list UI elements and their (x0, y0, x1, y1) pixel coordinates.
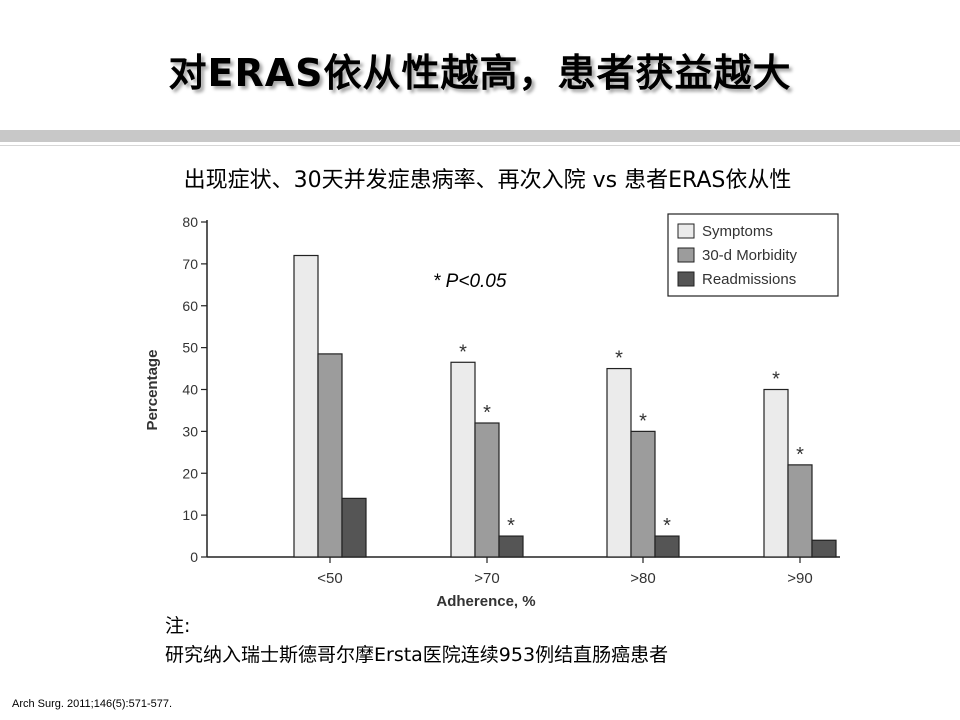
x-tick-label: >70 (474, 570, 499, 587)
significance-marker: * (459, 341, 467, 363)
chart-subtitle: 出现症状、30天并发症患病率、再次入院 vs 患者ERAS依从性 (183, 168, 792, 193)
y-tick-label: 60 (182, 298, 198, 314)
legend-box (667, 213, 839, 297)
x-tick-label: <50 (317, 570, 342, 587)
bar-30-d-morbidity (787, 464, 813, 558)
title-divider (0, 130, 960, 142)
note-text: 研究纳入瑞士斯德哥尔摩Ersta医院连续953例结直肠癌患者 (165, 644, 669, 666)
legend-label: 30-d Morbidity (702, 247, 798, 264)
y-tick-label: 70 (182, 256, 198, 272)
significance-marker: * (615, 348, 623, 370)
x-axis-label: Adherence, % (436, 593, 535, 610)
y-tick-label: 0 (190, 549, 198, 565)
note-label: 注: (165, 615, 191, 637)
significance-marker: * (507, 515, 515, 537)
bar-readmissions (498, 535, 524, 558)
y-tick-label: 10 (182, 507, 198, 523)
significance-marker: * (639, 410, 647, 432)
bar-symptoms (606, 367, 632, 558)
y-tick-label: 80 (182, 214, 198, 230)
bar-symptoms (763, 388, 789, 558)
bar-30-d-morbidity (474, 422, 500, 558)
y-tick-label: 20 (182, 465, 198, 481)
legend-swatch (677, 223, 695, 239)
y-axis-label: Percentage (144, 350, 161, 431)
title-divider-thin (0, 145, 960, 146)
bar-readmissions (654, 535, 680, 558)
bar-symptoms (293, 254, 319, 558)
significance-marker: * (663, 515, 671, 537)
significance-marker: * (483, 402, 491, 424)
bar-30-d-morbidity (630, 430, 656, 558)
bar-readmissions (341, 497, 367, 558)
slide-title: 对ERAS依从性越高，患者获益越大 (168, 51, 792, 95)
legend-swatch (677, 271, 695, 287)
chart-labels: 0 10 20 30 40 50 60 70 80 Percentage <50 >70 * * * >80 *… (144, 214, 813, 610)
significance-annotation: * P<0.05 (433, 271, 507, 292)
y-tick-label: 50 (182, 340, 198, 356)
x-tick-label: >90 (787, 570, 812, 587)
legend-label: Readmissions (702, 271, 796, 288)
significance-marker: * (796, 444, 804, 466)
significance-marker: * (772, 369, 780, 391)
legend-swatch (677, 247, 695, 263)
legend-label: Symptoms (702, 223, 773, 240)
bar-readmissions (811, 539, 837, 558)
y-tick-label: 30 (182, 423, 198, 439)
bar-30-d-morbidity (317, 353, 343, 558)
y-tick-label: 40 (182, 382, 198, 398)
chart-legend: Symptoms 30-d Morbidity Readmissions (667, 213, 839, 297)
bar-symptoms (450, 361, 476, 558)
citation: Arch Surg. 2011;146(5):571-577. (12, 698, 173, 710)
chart-bars (293, 254, 837, 558)
x-tick-label: >80 (630, 570, 655, 587)
study-note: 注: 研究纳入瑞士斯德哥尔摩Ersta医院连续953例结直肠癌患者 (165, 612, 668, 670)
